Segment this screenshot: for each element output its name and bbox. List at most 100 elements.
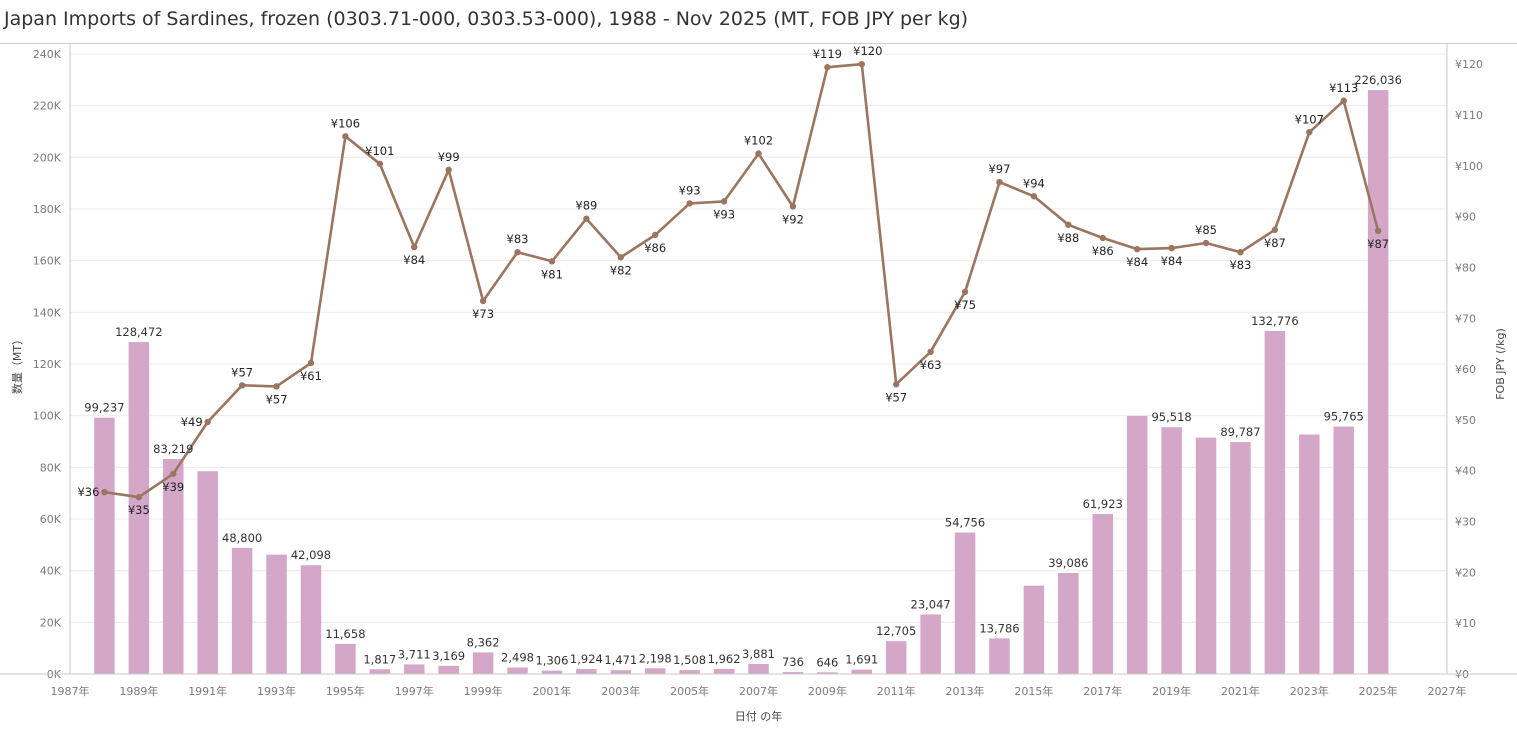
bar-2004 bbox=[644, 668, 666, 674]
price-value-label: ¥107 bbox=[1295, 112, 1324, 126]
y-right-tick-label: ¥100 bbox=[1455, 160, 1483, 173]
bar-value-label: 1,962 bbox=[708, 652, 741, 666]
y-left-tick-label: 20K bbox=[40, 616, 62, 629]
price-value-label: ¥84 bbox=[403, 253, 425, 267]
price-point-2023 bbox=[1306, 129, 1313, 136]
y-left-tick-label: 60K bbox=[40, 513, 62, 526]
bar-2011 bbox=[885, 641, 907, 674]
price-point-2019 bbox=[1168, 244, 1175, 252]
bar-1988 bbox=[94, 417, 115, 674]
bar-2001 bbox=[541, 670, 563, 674]
bar-1994 bbox=[300, 565, 322, 674]
bar-2007 bbox=[748, 663, 769, 674]
bar-2019 bbox=[1161, 427, 1182, 674]
price-value-label: ¥73 bbox=[472, 307, 494, 321]
x-tick-label: 2019年 bbox=[1152, 684, 1191, 698]
price-value-label: ¥120 bbox=[853, 44, 882, 58]
price-value-label: ¥87 bbox=[1367, 237, 1389, 251]
price-value-label: ¥84 bbox=[1161, 254, 1183, 268]
y-right-tick-label: ¥80 bbox=[1455, 261, 1476, 274]
bar-value-label: 736 bbox=[782, 655, 804, 669]
price-point-2021 bbox=[1237, 248, 1244, 256]
bar-value-label: 95,765 bbox=[1324, 410, 1364, 424]
bar-2017 bbox=[1092, 514, 1113, 674]
x-tick-label: 2007年 bbox=[739, 684, 778, 698]
price-point-2020 bbox=[1202, 239, 1210, 247]
price-point-2018 bbox=[1133, 245, 1141, 253]
bar-2008 bbox=[782, 672, 804, 674]
bar-value-label: 2,198 bbox=[639, 651, 672, 665]
bar-value-label: 646 bbox=[816, 655, 838, 669]
bar-value-label: 3,169 bbox=[432, 649, 465, 663]
price-point-1995 bbox=[342, 133, 349, 140]
x-tick-label: 2013年 bbox=[946, 684, 985, 698]
price-point-2002 bbox=[583, 215, 590, 222]
y-right-tick-label: ¥10 bbox=[1455, 617, 1476, 630]
y-left-tick-label: 180K bbox=[33, 203, 62, 216]
price-value-label: ¥89 bbox=[575, 199, 597, 213]
bar-1998 bbox=[438, 665, 459, 674]
price-point-2007 bbox=[755, 150, 762, 157]
price-value-label: ¥86 bbox=[644, 241, 666, 255]
y-left-tick-label: 120K bbox=[33, 358, 62, 371]
y-right-tick-label: ¥30 bbox=[1455, 516, 1476, 529]
bar-value-label: 3,711 bbox=[398, 647, 431, 661]
price-point-2004 bbox=[652, 231, 659, 239]
price-point-2025 bbox=[1374, 227, 1382, 235]
price-value-label: ¥49 bbox=[181, 415, 203, 429]
bar-2020 bbox=[1195, 437, 1217, 674]
price-value-label: ¥119 bbox=[813, 47, 842, 61]
price-point-2011 bbox=[893, 381, 900, 388]
bar-value-label: 3,881 bbox=[742, 647, 775, 661]
bar-value-label: 1,691 bbox=[845, 653, 878, 667]
x-tick-label: 2003年 bbox=[601, 684, 640, 698]
price-point-1989 bbox=[135, 493, 143, 501]
x-tick-label: 1999年 bbox=[464, 684, 503, 698]
bar-value-label: 23,047 bbox=[911, 597, 951, 611]
bar-value-label: 12,705 bbox=[876, 624, 916, 638]
x-tick-label: 2009年 bbox=[808, 684, 847, 698]
y-left-tick-label: 240K bbox=[33, 48, 62, 61]
price-value-label: ¥36 bbox=[77, 485, 99, 499]
bar-value-label: 2,498 bbox=[501, 651, 534, 665]
bar-value-label: 8,362 bbox=[467, 635, 500, 649]
bar-2006 bbox=[713, 668, 735, 674]
bar-1991 bbox=[197, 471, 218, 674]
price-value-label: ¥61 bbox=[300, 369, 322, 383]
bar-2009 bbox=[817, 672, 838, 674]
bar-value-label: 1,924 bbox=[570, 652, 603, 666]
bar-value-label: 89,787 bbox=[1220, 425, 1260, 439]
y-right-tick-label: ¥40 bbox=[1455, 465, 1476, 478]
bar-2023 bbox=[1299, 434, 1320, 674]
y-left-tick-label: 160K bbox=[33, 255, 62, 268]
y-right-axis-title: FOB JPY (/kg) bbox=[1494, 328, 1507, 400]
bar-2022 bbox=[1264, 330, 1286, 674]
chart-title: Japan Imports of Sardines, frozen (0303.… bbox=[4, 8, 969, 30]
y-right-tick-label: ¥20 bbox=[1455, 566, 1476, 579]
x-tick-label: 2023年 bbox=[1290, 684, 1329, 698]
bar-value-label: 48,800 bbox=[222, 531, 262, 545]
bar-1990 bbox=[163, 459, 184, 674]
y-left-tick-label: 140K bbox=[33, 306, 62, 319]
y-left-tick-label: 200K bbox=[33, 151, 62, 164]
price-point-2022 bbox=[1271, 226, 1279, 234]
y-left-tick-label: 220K bbox=[33, 100, 62, 113]
x-tick-label: 2027年 bbox=[1428, 684, 1467, 698]
y-right-tick-label: ¥110 bbox=[1455, 109, 1483, 122]
price-point-2013 bbox=[961, 288, 969, 296]
y-right-tick-label: ¥60 bbox=[1455, 363, 1476, 376]
price-point-1988 bbox=[101, 488, 108, 496]
x-tick-label: 2025年 bbox=[1359, 684, 1398, 698]
price-value-label: ¥106 bbox=[331, 116, 360, 130]
price-point-1998 bbox=[445, 166, 452, 174]
x-tick-label: 1987年 bbox=[51, 684, 90, 698]
x-tick-label: 2011年 bbox=[877, 684, 916, 698]
y-left-tick-label: 40K bbox=[40, 565, 62, 578]
price-value-label: ¥85 bbox=[1195, 223, 1217, 237]
x-axis-title: 日付 の年 bbox=[735, 709, 783, 723]
price-point-2003 bbox=[617, 254, 624, 261]
price-value-label: ¥92 bbox=[782, 212, 804, 226]
price-point-2009 bbox=[824, 64, 831, 71]
price-point-1993 bbox=[273, 383, 280, 390]
